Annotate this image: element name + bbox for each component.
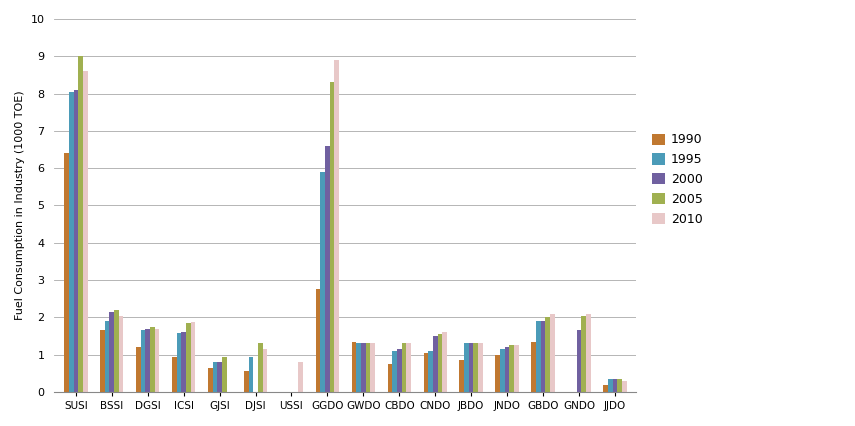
Bar xyxy=(141,331,145,392)
Bar xyxy=(186,323,191,392)
Bar xyxy=(105,321,109,392)
Bar xyxy=(469,343,474,392)
Bar xyxy=(361,343,366,392)
Bar xyxy=(315,289,321,392)
Bar xyxy=(258,343,262,392)
Bar xyxy=(150,327,155,392)
Bar xyxy=(249,357,253,392)
Bar xyxy=(83,71,87,392)
Bar xyxy=(100,331,105,392)
Bar xyxy=(392,351,397,392)
Bar xyxy=(366,343,370,392)
Bar xyxy=(69,92,74,392)
Bar xyxy=(510,345,514,392)
Bar xyxy=(550,314,555,392)
Bar xyxy=(74,90,78,392)
Bar xyxy=(222,357,227,392)
Bar xyxy=(78,56,83,392)
Bar xyxy=(244,371,249,392)
Bar xyxy=(321,172,325,392)
Bar xyxy=(464,343,469,392)
Bar xyxy=(428,351,433,392)
Bar xyxy=(172,357,177,392)
Legend: 1990, 1995, 2000, 2005, 2010: 1990, 1995, 2000, 2005, 2010 xyxy=(649,130,707,230)
Bar xyxy=(370,343,375,392)
Bar xyxy=(145,328,150,392)
Bar xyxy=(514,345,519,392)
Bar xyxy=(622,381,627,392)
Bar xyxy=(531,342,536,392)
Bar xyxy=(397,349,402,392)
Bar xyxy=(64,153,69,392)
Bar xyxy=(442,332,447,392)
Bar xyxy=(213,362,217,392)
Bar xyxy=(604,385,608,392)
Bar xyxy=(109,312,114,392)
Bar xyxy=(495,355,500,392)
Bar xyxy=(155,328,159,392)
Bar xyxy=(136,347,141,392)
Bar xyxy=(262,349,268,392)
Y-axis label: Fuel Consumption in Industry (1000 TOE): Fuel Consumption in Industry (1000 TOE) xyxy=(15,91,25,320)
Bar xyxy=(500,349,504,392)
Bar xyxy=(330,82,334,392)
Bar xyxy=(351,342,357,392)
Bar xyxy=(536,321,540,392)
Bar xyxy=(406,343,411,392)
Bar xyxy=(191,322,195,392)
Bar xyxy=(540,321,545,392)
Bar xyxy=(459,360,464,392)
Bar xyxy=(357,343,361,392)
Bar xyxy=(478,343,483,392)
Bar xyxy=(433,336,438,392)
Bar xyxy=(504,347,510,392)
Bar xyxy=(586,314,591,392)
Bar xyxy=(581,316,586,392)
Bar xyxy=(298,362,304,392)
Bar xyxy=(119,316,123,392)
Bar xyxy=(217,362,222,392)
Bar xyxy=(612,379,617,392)
Bar xyxy=(576,331,581,392)
Bar xyxy=(608,379,612,392)
Bar xyxy=(545,317,550,392)
Bar xyxy=(325,146,330,392)
Bar xyxy=(208,368,213,392)
Bar xyxy=(617,379,622,392)
Bar xyxy=(114,310,119,392)
Bar xyxy=(423,353,428,392)
Bar xyxy=(438,334,442,392)
Bar xyxy=(177,333,181,392)
Bar xyxy=(181,332,186,392)
Bar xyxy=(402,343,406,392)
Bar xyxy=(387,364,392,392)
Bar xyxy=(334,60,339,392)
Bar xyxy=(474,343,478,392)
